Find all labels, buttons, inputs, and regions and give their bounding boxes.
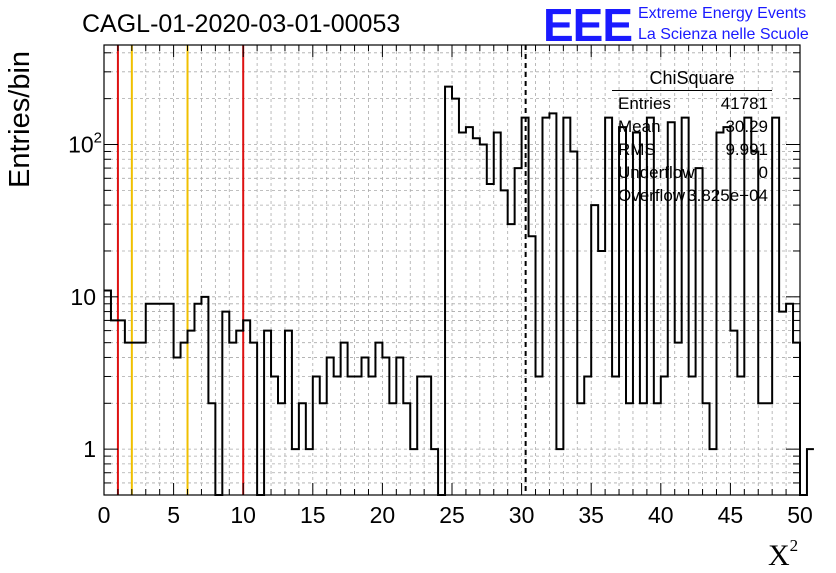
stats-row-underflow: Underflow 0 — [612, 163, 772, 186]
logo-mark: EEE — [543, 0, 633, 51]
stats-row-entries: Entries 41781 — [612, 94, 772, 117]
logo-line-2: La Scienza nelle Scuole — [638, 26, 809, 43]
stats-value: 3.825e+04 — [687, 186, 768, 205]
x-tick-label: 45 — [718, 502, 744, 528]
stats-label: Overflow — [618, 186, 686, 205]
stats-row-mean: Mean 30.29 — [612, 117, 772, 140]
y-tick-label: 10 — [70, 284, 96, 310]
stats-label: RMS — [618, 140, 656, 159]
stats-value: 41781 — [720, 94, 768, 113]
x-tick-label: 35 — [578, 502, 604, 528]
stats-row-overflow: Overflow 3.825e+04 — [612, 186, 772, 209]
stats-label: Mean — [618, 117, 661, 136]
x-tick-label: 0 — [98, 502, 111, 528]
stats-label: Underflow — [618, 163, 695, 182]
stats-row-rms: RMS 9.991 — [612, 140, 772, 163]
y-axis-label: Entries/bin — [4, 50, 36, 188]
x-tick-label: 50 — [787, 502, 813, 528]
x-tick-label: 10 — [230, 502, 256, 528]
x-tick-label: 30 — [509, 502, 535, 528]
stats-value: 30.29 — [725, 117, 768, 136]
stats-box: ChiSquare Entries 41781 Mean 30.29 RMS 9… — [612, 68, 772, 209]
stats-value: 9.991 — [725, 140, 768, 159]
histogram-series — [104, 85, 814, 496]
eee-logo: EEE Extreme Energy Events La Scienza nel… — [543, 0, 833, 51]
x-tick-label: 20 — [370, 502, 396, 528]
stats-title: ChiSquare — [612, 68, 772, 91]
y-tick-label: 1 — [83, 436, 96, 462]
x-tick-label: 15 — [300, 502, 326, 528]
x-tick-label: 25 — [439, 502, 465, 528]
stats-label: Entries — [618, 94, 671, 113]
x-tick-label: 40 — [648, 502, 674, 528]
logo-line-1: Extreme Energy Events — [638, 5, 807, 22]
stats-value: 0 — [758, 163, 768, 182]
chart-title: CAGL-01-2020-03-01-00053 — [82, 10, 401, 38]
x-tick-label: 5 — [167, 502, 180, 528]
y-tick-label: 102 — [68, 129, 102, 157]
x-axis-label: X2 — [768, 536, 799, 572]
